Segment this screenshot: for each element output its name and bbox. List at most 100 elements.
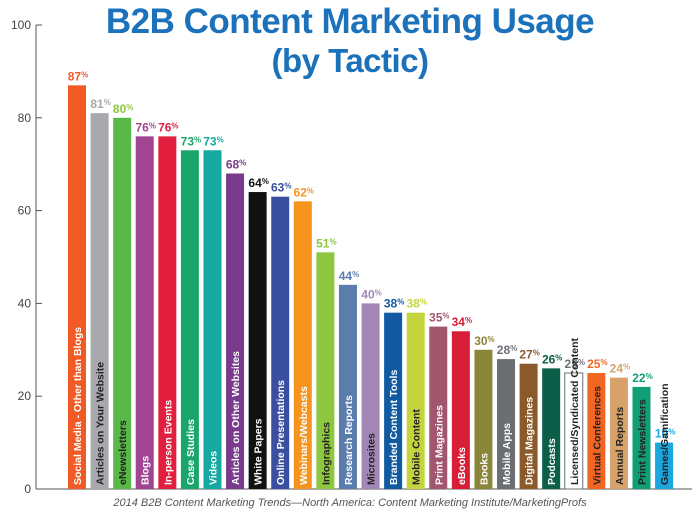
bar: [293, 201, 312, 489]
bar-group: 87% Social Media - Other than Blogs: [68, 69, 88, 489]
bar: [90, 113, 109, 489]
bar-category-label: Articles on Your Website: [95, 362, 107, 485]
bar-value-label: 40%: [361, 287, 381, 301]
bar: [338, 284, 357, 489]
bar-value-label: 38%: [384, 297, 404, 311]
bar-value-label: 76%: [158, 120, 178, 134]
bar-value-label: 25%: [587, 357, 607, 371]
bar-category-label: Books: [478, 453, 490, 485]
bar-group: 64% White Papers: [248, 176, 269, 490]
bar-category-label: eNewsletters: [117, 420, 129, 485]
bar: [474, 349, 493, 489]
bar: [497, 359, 516, 489]
bar-group: 35% Print Magazines: [429, 311, 450, 489]
bar-value-label: 81%: [90, 97, 110, 111]
y-tick-label: 80: [18, 111, 32, 125]
bar: [361, 303, 380, 489]
bar: [226, 173, 245, 490]
bar-category-label: Print Newsletters: [637, 399, 649, 485]
bar-category-label: White Papers: [253, 418, 265, 485]
bar-group: 10%Games/Gamification: [655, 383, 675, 489]
bar-group: 80% eNewsletters: [113, 102, 133, 490]
bar-group: 62% Webinars/Webcasts: [294, 185, 314, 489]
bar: [542, 368, 561, 489]
bar-group: 68% Articles on Other Websites: [226, 157, 246, 490]
bar-category-label: Licensed/Syndicated Content: [569, 337, 581, 485]
bar: [158, 136, 177, 490]
y-tick-label: 60: [18, 204, 32, 218]
bar: [429, 326, 448, 489]
bar-group: 25% Virtual Conferences: [587, 357, 608, 489]
bar-group: 24% Annual Reports: [610, 362, 630, 489]
bar-value-label: 73%: [203, 134, 223, 148]
bar: [384, 312, 403, 489]
bar-value-label: 27%: [519, 348, 539, 362]
bar-category-label: Online Presentations: [275, 380, 287, 485]
bar-group: 63% Online Presentations: [271, 181, 291, 489]
chart-title: B2B Content Marketing Usage: [105, 2, 595, 41]
bar-value-label: 28%: [497, 343, 517, 357]
bar-category-label: Infographics: [320, 422, 332, 485]
bar-value-label: 80%: [113, 102, 133, 116]
bar: [203, 150, 222, 489]
bar: [406, 312, 425, 489]
bar-value-label: 35%: [429, 311, 449, 325]
bar-category-label: Branded Content Tools: [388, 370, 400, 485]
bar: [113, 117, 132, 490]
bar-group: 26% Podcasts: [542, 352, 562, 489]
bar-category-label: Annual Reports: [614, 407, 626, 485]
bar-value-label: 73%: [181, 134, 201, 148]
bar-category-label: Games/Gamification: [659, 383, 671, 485]
y-tick-label: 0: [24, 482, 31, 496]
bar-group: 76% In-person Events: [158, 120, 179, 490]
y-tick-label: 20: [18, 389, 32, 403]
bar-category-label: Webinars/Webcasts: [298, 386, 310, 485]
bar-value-label: 87%: [68, 69, 88, 83]
bar: [316, 252, 335, 489]
bar: [451, 331, 470, 489]
bar: [135, 136, 154, 490]
bar-value-label: 26%: [542, 352, 562, 366]
bar-category-label: Mobile Apps: [501, 423, 513, 485]
bar-category-label: Case Studies: [185, 419, 197, 485]
bar-value-label: 76%: [135, 120, 155, 134]
bar-value-label: 68%: [226, 157, 246, 171]
bar: [655, 442, 674, 489]
bar-group: 34% eBooks: [452, 315, 472, 489]
bar-group: 73% Videos: [203, 134, 224, 489]
bar: [632, 386, 651, 489]
bar-value-label: 51%: [316, 236, 336, 250]
chart-source: 2014 B2B Content Marketing Trends—North …: [113, 497, 587, 509]
bar: [587, 373, 606, 489]
bar-group: 27% Digital Magazines: [519, 348, 540, 489]
bar-group: 25%Licensed/Syndicated Content: [564, 337, 585, 490]
bar: [519, 363, 538, 489]
y-tick-label: 100: [11, 18, 31, 32]
bar: [180, 150, 199, 489]
bar-category-label: Podcasts: [546, 438, 558, 485]
bar-group: 30% Books: [474, 334, 495, 489]
bar-group: 76% Blogs: [135, 120, 156, 490]
bar-category-label: Mobile Content: [411, 409, 423, 485]
bar-group: 73% Case Studies: [181, 134, 201, 489]
bar-category-label: Print Magazines: [433, 405, 445, 485]
bar-group: 22% Print Newsletters: [632, 371, 653, 489]
bar-value-label: 24%: [610, 362, 630, 376]
bar: [271, 196, 290, 489]
bar-category-label: Research Reports: [343, 395, 355, 485]
bar-category-label: Blogs: [140, 456, 152, 485]
bar-value-label: 63%: [271, 181, 291, 195]
y-tick-label: 40: [18, 296, 32, 310]
bar-value-label: 64%: [248, 176, 268, 190]
bar-value-label: 22%: [632, 371, 652, 385]
bar: [68, 85, 86, 489]
bar-category-label: Videos: [207, 451, 219, 485]
bar-category-label: Articles on Other Websites: [230, 351, 242, 485]
bar-group: 44% Research Reports: [339, 269, 359, 489]
bar: [564, 372, 584, 490]
bar-category-label: Social Media - Other than Blogs: [72, 327, 84, 485]
bar-group: 38% Mobile Content: [406, 297, 427, 489]
bar-value-label: 44%: [339, 269, 359, 283]
bar-value-label: 62%: [294, 185, 314, 199]
